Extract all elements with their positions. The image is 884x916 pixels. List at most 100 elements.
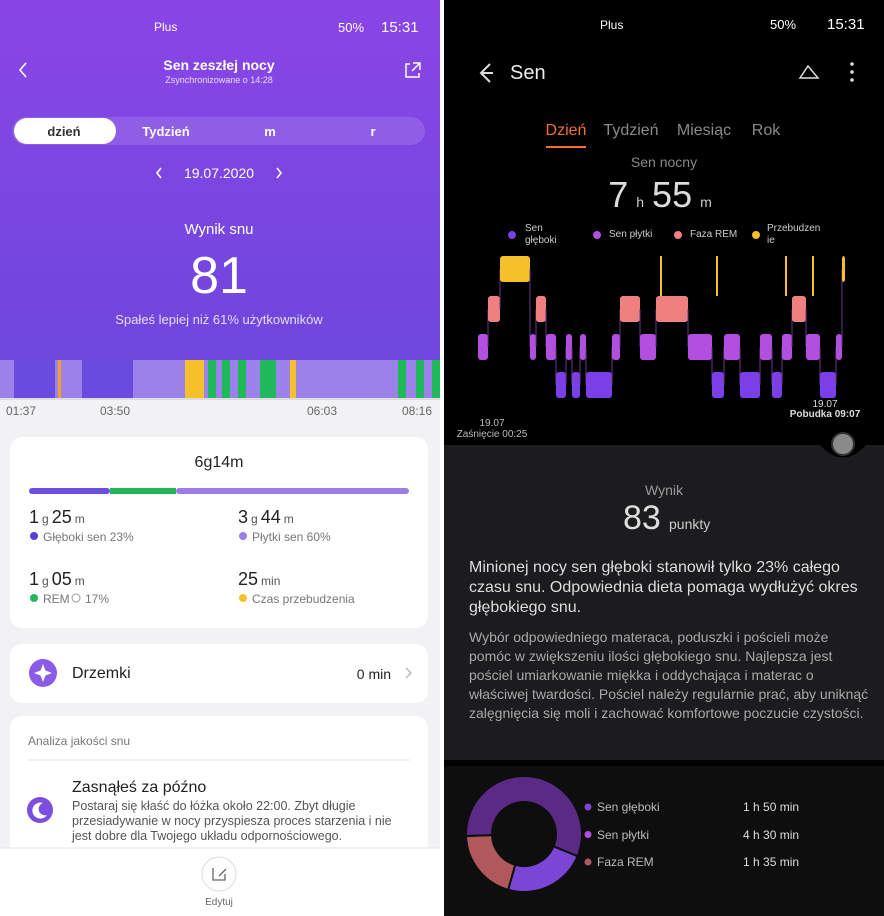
subtitle: Zsynchronizowane o 14:28 [165,75,273,85]
prev-day[interactable] [155,167,162,179]
stage [620,296,640,322]
advice-detail: Wybór odpowiedniego materaca, poduszki i… [469,629,869,721]
stage [740,372,760,398]
end-label: Pobudka 09:07 [789,409,861,420]
wake-spike [716,256,718,296]
tab-bar [12,117,425,145]
stage [842,256,845,282]
next-day[interactable] [276,167,283,179]
stat-label: Czas przebudzenia [252,592,355,606]
clock: 15:31 [381,19,419,36]
donut-segment [465,775,583,858]
stat-value: 1 g 25 m [29,507,88,528]
breakdown-name: Sen płytki [597,827,650,842]
title: Sen zeszłej nocy [163,57,275,73]
score-unit: punkty [669,516,711,532]
tab[interactable]: Tydzień [142,124,190,139]
dot [30,532,38,540]
info-icon[interactable] [71,593,81,603]
stat-value: 3 g 44 m [238,507,297,528]
stage [572,372,580,398]
breakdown-name: Faza REM [597,855,654,869]
naps-card[interactable] [10,644,428,703]
legend-label: Sen płytki [609,229,653,240]
tab[interactable]: r [370,124,376,139]
slider-knob[interactable] [831,432,855,456]
back-icon[interactable] [18,62,27,78]
tab[interactable]: Tydzień [603,122,659,139]
share-icon[interactable] [798,64,820,79]
time-label: 08:16 [401,404,433,418]
menu[interactable] [850,62,854,66]
unit: g [42,512,49,526]
summary-card [10,437,428,628]
stage [712,372,724,398]
stage [478,334,488,360]
stage [546,334,556,360]
edit-button[interactable] [201,856,237,892]
stage [836,334,842,360]
timeline-stage [208,360,216,398]
stat-label: Płytki sen 60% [252,530,331,544]
end-date: 19.07 [812,399,838,410]
timeline-stage [416,360,424,398]
wake-spike [660,256,662,296]
bar-rem [110,488,176,494]
number: 1 [29,507,40,527]
timeline-stage [82,360,133,398]
moon [32,802,47,819]
tab[interactable]: Dzień [545,122,587,139]
timeline-stage [432,360,440,398]
timeline-stage [222,360,230,398]
tab[interactable]: m [264,124,276,139]
stage [580,334,586,360]
stage [488,296,500,322]
tab-underline [546,146,586,148]
number: 7 [608,174,629,215]
timeline-stage [290,360,296,398]
bar-deep [29,488,110,494]
title: Sen [510,62,546,84]
dot [30,594,38,602]
stage [500,256,530,282]
item-title: Zasnąłeś za późno [72,779,207,796]
legend-dot [593,231,601,239]
dot [239,532,247,540]
back-icon[interactable] [479,63,493,83]
edit-label[interactable]: Edytuj [205,897,233,908]
edit-icon [212,868,227,881]
battery: 50% [770,17,797,32]
stage [782,334,792,360]
timeline-stage [238,360,246,398]
stat-label: REM [43,592,70,606]
breakdown-name: Sen głęboki [597,800,660,814]
tab[interactable]: Rok [751,122,781,139]
unit: m [74,512,85,526]
legend-label: Faza REM [690,229,738,240]
stage [656,296,688,322]
stage [530,334,536,360]
timeline-axis [0,398,440,400]
legend-dot [584,858,592,866]
item-text: Postaraj się kłaść do łóżka około 22:00.… [72,799,392,843]
stage [772,372,782,398]
share-icon[interactable] [405,62,421,78]
menu[interactable] [850,70,854,74]
left-header-bg [0,0,440,400]
legend-label: Przebudzenie [767,223,821,246]
date: 19.07.2020 [183,165,255,181]
number: 44 [260,507,281,527]
battery: 50% [338,20,365,35]
night-label: Sen nocny [630,154,698,170]
tab[interactable]: dzień [47,124,81,139]
stage [792,296,806,322]
tab[interactable]: Miesiąc [676,122,732,139]
start-date: 19.07 [479,418,505,429]
legend-dot [674,231,682,239]
breakdown-duration: 4 h 30 min [743,827,800,842]
unit: min [261,574,281,588]
number: 05 [51,569,72,589]
menu[interactable] [850,78,854,82]
clock: 15:31 [827,16,865,33]
